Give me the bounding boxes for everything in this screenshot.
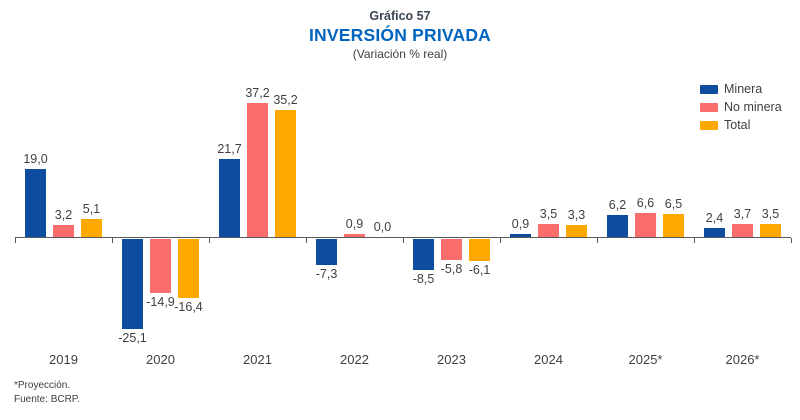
bar-value-label: 0,9 xyxy=(511,217,530,231)
bar-minera xyxy=(219,159,240,237)
bar-minera xyxy=(25,169,46,237)
axis-tick xyxy=(112,238,113,243)
axis-tick xyxy=(15,238,16,243)
bar-minera xyxy=(607,215,628,237)
axis-tick xyxy=(500,238,501,243)
bar-total xyxy=(469,239,490,261)
bar-value-label: 6,6 xyxy=(636,196,655,210)
legend: Minera No minera Total xyxy=(700,80,782,134)
legend-label-minera: Minera xyxy=(724,82,763,96)
axis-tick xyxy=(209,238,210,243)
bar-total xyxy=(178,239,199,298)
axis-tick xyxy=(306,238,307,243)
bar-value-label: -14,9 xyxy=(146,295,175,309)
bar-value-label: 5,1 xyxy=(82,202,101,216)
bar-group-2020: -25,1 -14,9 -16,4 xyxy=(112,88,209,358)
bar-value-label: 0,9 xyxy=(345,217,364,231)
legend-label-total: Total xyxy=(724,118,751,132)
x-axis-label-2022: 2022 xyxy=(340,352,369,367)
bar-value-label: 35,2 xyxy=(273,93,298,107)
bar-value-label: 6,2 xyxy=(608,198,627,212)
bar-value-label: 21,7 xyxy=(217,142,242,156)
bar-no-minera xyxy=(247,103,268,237)
bar-group-2026: 2,4 3,7 3,5 xyxy=(694,88,791,358)
bar-group-2019: 19,0 3,2 5,1 xyxy=(15,88,112,358)
bar-minera xyxy=(704,228,725,237)
bar-no-minera xyxy=(150,239,171,293)
x-axis-label-2024: 2024 xyxy=(534,352,563,367)
bar-minera xyxy=(122,239,143,329)
bar-total xyxy=(663,214,684,237)
bar-no-minera xyxy=(53,225,74,237)
bar-minera xyxy=(510,234,531,237)
bar-value-label: -25,1 xyxy=(118,331,147,345)
axis-tick xyxy=(403,238,404,243)
bar-total xyxy=(81,219,102,237)
bar-no-minera xyxy=(441,239,462,260)
x-axis-label-2021: 2021 xyxy=(243,352,272,367)
bar-minera xyxy=(413,239,434,270)
bar-value-label: 2,4 xyxy=(705,211,724,225)
bar-total xyxy=(275,110,296,237)
bar-no-minera xyxy=(635,213,656,237)
bar-no-minera xyxy=(538,224,559,237)
bar-value-label: 19,0 xyxy=(23,152,48,166)
bar-no-minera xyxy=(732,224,753,237)
bar-value-label: -5,8 xyxy=(440,262,463,276)
bar-value-label: -16,4 xyxy=(174,300,203,314)
bar-no-minera xyxy=(344,234,365,237)
footnote-projection: *Proyección. xyxy=(14,380,71,391)
legend-item-minera: Minera xyxy=(700,80,782,98)
bar-total xyxy=(566,225,587,237)
footnote-source: Fuente: BCRP. xyxy=(14,393,80,405)
bar-value-label: -7,3 xyxy=(315,267,338,281)
chart-subtitle: (Variación % real) xyxy=(352,46,448,61)
bar-value-label: 3,5 xyxy=(539,207,558,221)
chart-header: Gráfico 57 INVERSIÓN PRIVADA (Variación … xyxy=(0,8,800,62)
bar-value-label: 0,0 xyxy=(373,220,392,234)
bar-value-label: 3,2 xyxy=(54,208,73,222)
x-axis-label-2026: 2026* xyxy=(725,352,760,367)
legend-swatch-no-minera xyxy=(700,102,718,112)
bar-group-2024: 0,9 3,5 3,3 xyxy=(500,88,597,358)
bar-group-2025: 6,2 6,6 6,5 xyxy=(597,88,694,358)
bar-group-2022: -7,3 0,9 0,0 xyxy=(306,88,403,358)
axis-tick xyxy=(597,238,598,243)
bar-value-label: 3,3 xyxy=(567,208,586,222)
bar-value-label: -6,1 xyxy=(468,263,491,277)
x-axis-label-2025: 2025* xyxy=(628,352,663,367)
axis-tick xyxy=(791,238,792,243)
axis-tick xyxy=(694,238,695,243)
footnote: *Proyección. Fuente: BCRP. xyxy=(14,379,80,406)
bar-total xyxy=(760,224,781,237)
legend-item-no-minera: No minera xyxy=(700,98,782,116)
x-axis-labels: 2019 2020 2021 2022 2023 2024 2025* 2026* xyxy=(15,352,791,367)
bar-value-label: 3,7 xyxy=(733,207,752,221)
zero-axis-line xyxy=(15,237,791,238)
legend-item-total: Total xyxy=(700,116,782,134)
bar-value-label: 37,2 xyxy=(245,86,270,100)
bar-value-label: 3,5 xyxy=(761,207,780,221)
bar-minera xyxy=(316,239,337,265)
legend-swatch-minera xyxy=(700,84,718,94)
bar-group-2023: -8,5 -5,8 -6,1 xyxy=(403,88,500,358)
x-axis-label-2020: 2020 xyxy=(146,352,175,367)
legend-swatch-total xyxy=(700,120,718,130)
chart-title: INVERSIÓN PRIVADA xyxy=(309,24,491,45)
bar-value-label: 6,5 xyxy=(664,197,683,211)
x-axis-label-2019: 2019 xyxy=(49,352,78,367)
chart-pretitle: Gráfico 57 xyxy=(369,9,431,23)
bar-value-label: -8,5 xyxy=(412,272,435,286)
plot-area: 19,0 3,2 5,1 -25,1 -14,9 -16,4 21,7 37,2 35,2 -7,… xyxy=(12,86,792,358)
x-axis-label-2023: 2023 xyxy=(437,352,466,367)
bar-group-2021: 21,7 37,2 35,2 xyxy=(209,86,306,358)
legend-label-no-minera: No minera xyxy=(724,100,782,114)
